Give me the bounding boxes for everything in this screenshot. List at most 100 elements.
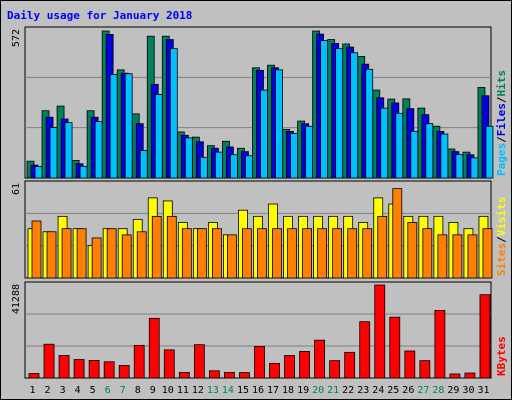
pages-bar: [124, 73, 133, 179]
legend-entry: Visits: [495, 197, 508, 237]
kbytes-bar: [434, 310, 446, 379]
x-axis-day-labels: 1 2 3 4 5 6 7 8 9 10 11 12 13 14 15 16 17 18 19 20 21 22 23 24 2…: [30, 385, 490, 396]
pages-bar: [410, 131, 419, 179]
kbytes-bar: [224, 371, 235, 379]
x-tick-label: 30: [462, 385, 474, 396]
pages-bar: [275, 69, 283, 179]
x-tick-label: 9: [150, 385, 156, 396]
sites-bar: [121, 234, 132, 279]
x-tick-label: 31: [477, 385, 489, 396]
pages-bar: [305, 125, 313, 179]
kbytes-bar: [419, 360, 431, 379]
kbytes-bar: [193, 344, 205, 379]
kbytes-bar: [329, 360, 341, 379]
x-tick-label: 16: [252, 385, 264, 396]
sites-bar: [332, 228, 343, 279]
pages-bar: [154, 94, 163, 179]
kbytes-bar: [239, 372, 250, 379]
pages-bar: [395, 112, 404, 179]
sites-bar: [377, 215, 388, 279]
panel-kbytes: 41288 KBytes: [11, 281, 508, 379]
pages-bar: [290, 133, 298, 179]
panel-visits-sites: 61 Sites/Visits: [11, 180, 508, 279]
pages-bar: [109, 74, 118, 179]
sites-bar: [347, 228, 358, 279]
sites-bar: [227, 234, 237, 279]
kbytes-bar: [148, 317, 160, 379]
sites-bar: [136, 231, 147, 279]
pages-bar: [34, 165, 43, 179]
kbytes-bar: [404, 350, 416, 379]
x-tick-label: 27: [417, 385, 429, 396]
x-tick-label: 14: [222, 385, 234, 396]
pages-bar: [470, 157, 479, 179]
sites-bar: [61, 228, 72, 279]
sites-bar: [407, 222, 418, 279]
x-tick-label: 19: [297, 385, 309, 396]
sites-bar: [181, 228, 192, 279]
y-max-label: 572: [11, 29, 22, 47]
sites-bar: [452, 234, 463, 279]
legend-entry: Pages: [495, 143, 508, 176]
kbytes-bar: [389, 316, 401, 379]
kbytes-bar: [178, 371, 190, 379]
pages-bar: [485, 125, 494, 179]
x-tick-label: 25: [387, 385, 399, 396]
chart-panels: 572Pages/Files/Hits61Sites/Visits41288KB…: [11, 26, 508, 379]
x-tick-label: 11: [177, 385, 189, 396]
pages-bar: [425, 123, 434, 179]
kbytes-bar: [58, 355, 70, 379]
sites-bar: [106, 228, 117, 279]
kbytes-bar: [374, 284, 386, 379]
pages-bar: [169, 48, 178, 179]
sites-bar: [362, 228, 373, 279]
kbytes-bar: [269, 362, 280, 379]
x-tick-label: 23: [357, 385, 369, 396]
legend-entry: /: [495, 96, 508, 103]
legend-entry: /: [495, 236, 508, 243]
sites-bar: [272, 228, 282, 279]
y-max-label: 61: [11, 183, 22, 195]
kbytes-bar: [163, 349, 175, 379]
x-tick-label: 3: [60, 385, 66, 396]
pages-bar: [49, 127, 58, 179]
sites-bar: [211, 228, 222, 279]
pages-bar: [214, 151, 223, 179]
sites-bar: [437, 234, 448, 279]
pages-bar: [64, 122, 73, 179]
kbytes-bar: [449, 373, 461, 379]
kbytes-bar: [118, 364, 130, 379]
pages-bar: [320, 40, 329, 179]
sites-bar: [91, 237, 102, 279]
pages-bar: [440, 133, 449, 179]
sites-bar: [422, 228, 433, 279]
pages-bar: [79, 165, 88, 179]
sites-bar: [467, 234, 478, 279]
legend-entry: Sites: [495, 243, 508, 276]
sites-bar: [242, 228, 252, 279]
x-tick-label: 15: [237, 385, 249, 396]
x-tick-label: 10: [162, 385, 174, 396]
pages-bar: [199, 156, 208, 179]
sites-bar: [31, 220, 42, 279]
x-tick-label: 12: [192, 385, 204, 396]
x-tick-label: 4: [75, 385, 81, 396]
pages-bar: [184, 137, 193, 179]
legend-entry: Files: [495, 103, 508, 136]
pages-bar: [380, 107, 389, 179]
kbytes-bar: [103, 361, 115, 379]
sites-bar: [287, 228, 297, 279]
kbytes-bar: [464, 372, 476, 379]
kbytes-bar: [299, 351, 310, 379]
sites-bar: [196, 228, 207, 279]
pages-bar: [230, 154, 238, 179]
kbytes-bar: [284, 355, 295, 379]
kbytes-bar: [208, 370, 220, 379]
x-tick-label: 2: [45, 385, 51, 396]
chart-title: Daily usage for January 2018: [7, 9, 192, 22]
kbytes-bar: [479, 294, 491, 379]
x-tick-label: 8: [135, 385, 141, 396]
